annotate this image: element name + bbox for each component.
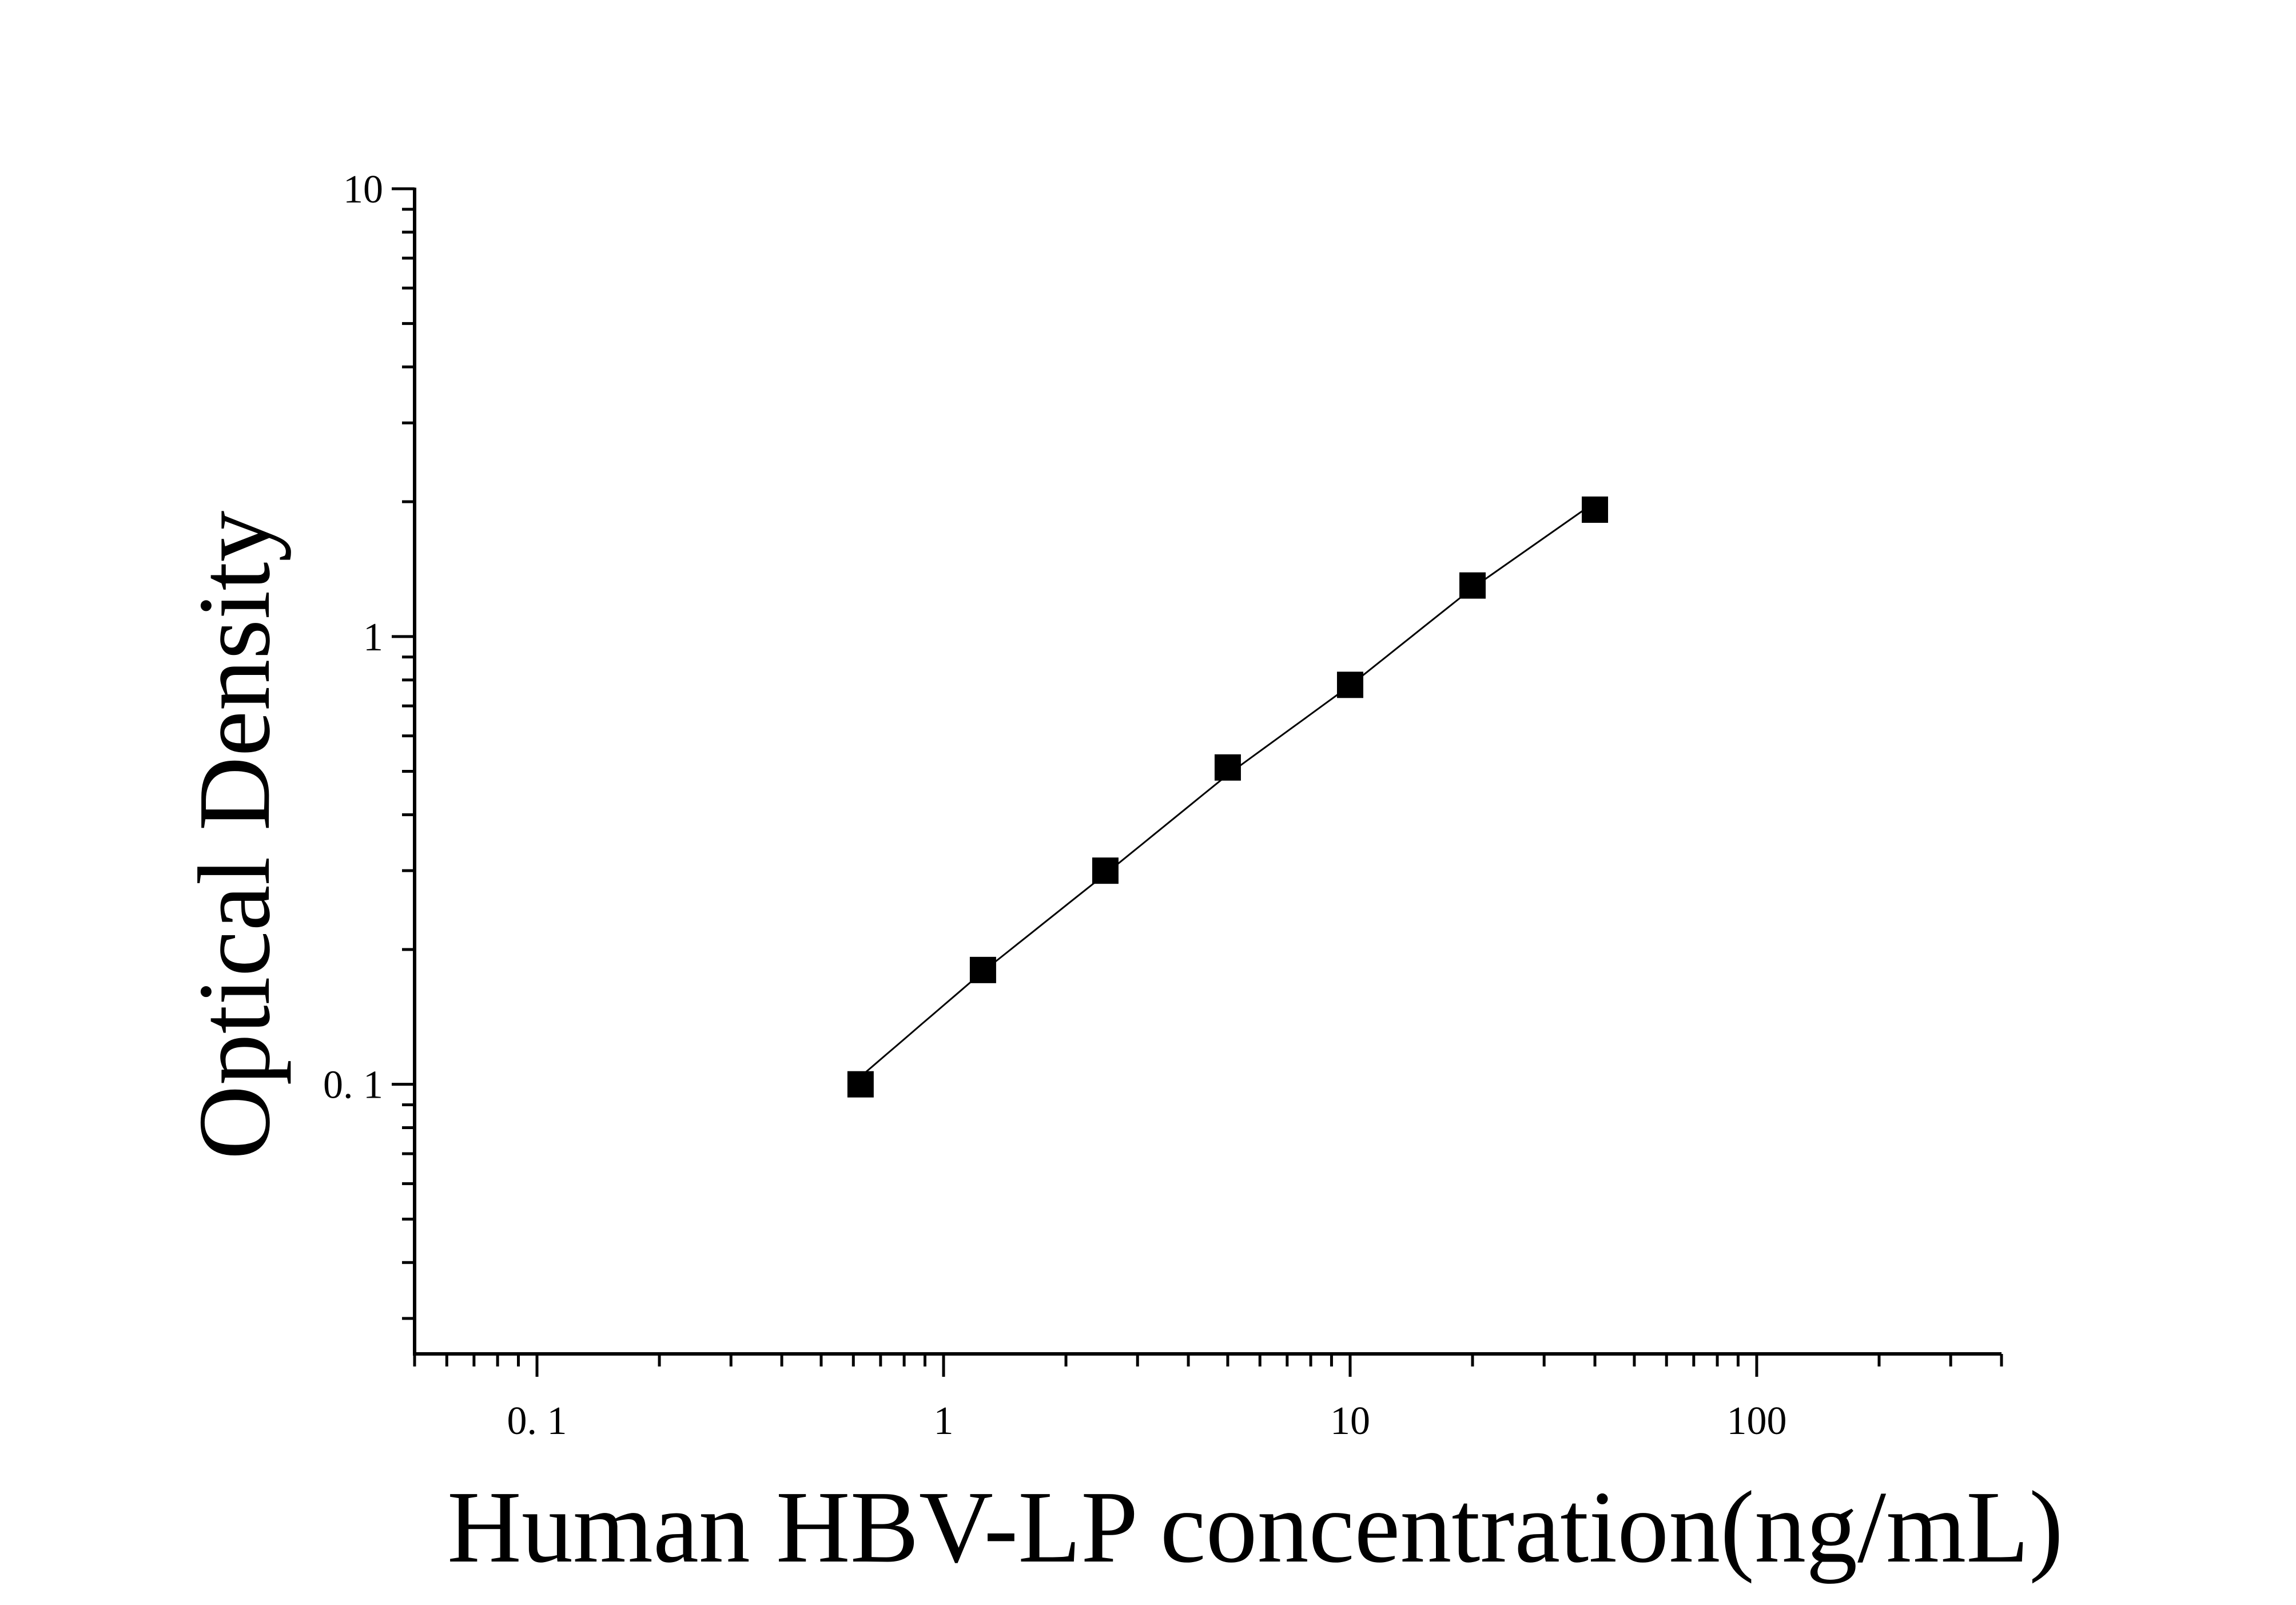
data-point-marker <box>1092 857 1119 884</box>
y-tick-label: 1 <box>363 615 383 660</box>
x-tick-label: 10 <box>1330 1399 1370 1443</box>
x-axis-ticks <box>413 1354 2003 1377</box>
axes <box>413 188 2001 1356</box>
data-points <box>847 496 1609 1098</box>
x-axis-tick-labels: 0. 1 1 10 100 <box>507 1399 1787 1443</box>
data-point-marker <box>847 1071 874 1098</box>
data-point-marker <box>969 956 996 983</box>
data-point-marker <box>1582 496 1609 523</box>
data-point-marker <box>1459 572 1486 599</box>
y-axis-title: Optical Density <box>177 511 291 1160</box>
y-tick-label: 0. 1 <box>323 1063 383 1107</box>
y-tick-label: 10 <box>343 168 383 212</box>
x-tick-label: 1 <box>934 1399 954 1443</box>
x-axis-title: Human HBV-LP concentration(ng/mL) <box>447 1470 2063 1584</box>
data-point-marker <box>1336 672 1363 698</box>
y-axis-ticks <box>392 187 415 1320</box>
y-axis-tick-labels: 0. 1 1 10 <box>323 168 383 1107</box>
data-point-marker <box>1214 754 1241 781</box>
x-tick-label: 100 <box>1726 1399 1786 1443</box>
x-tick-label: 0. 1 <box>507 1399 567 1443</box>
